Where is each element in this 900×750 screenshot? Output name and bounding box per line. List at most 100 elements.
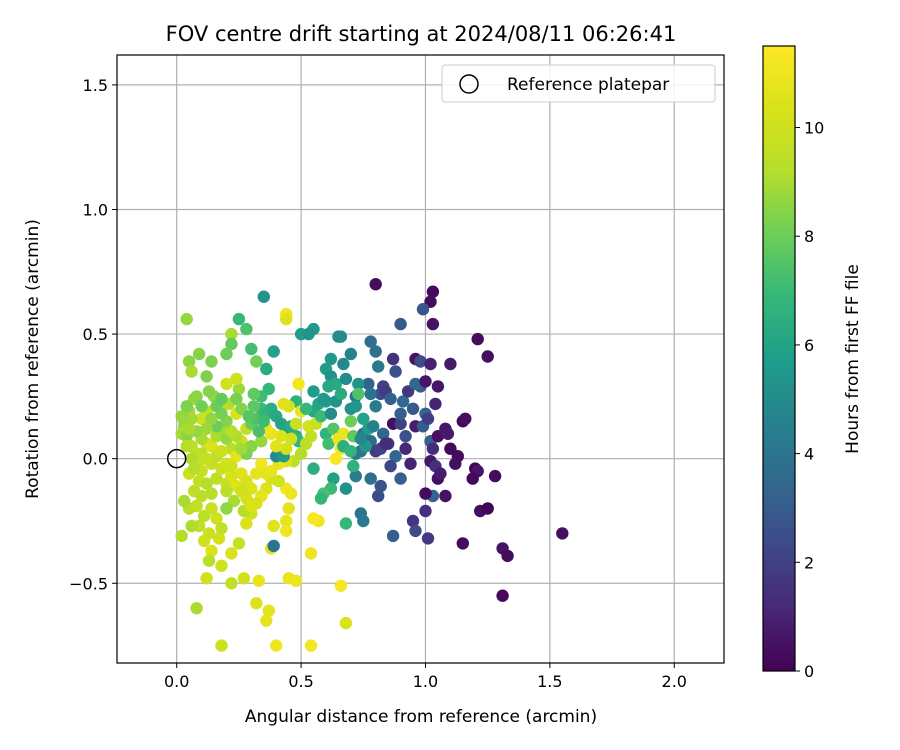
data-point: [307, 462, 320, 475]
data-point: [441, 427, 455, 440]
data-point: [210, 512, 223, 525]
data-point: [255, 435, 268, 448]
data-point: [419, 504, 432, 518]
data-point: [389, 365, 402, 378]
reference-marker-layer: [166, 448, 187, 469]
data-point: [205, 487, 218, 500]
data-point: [185, 519, 198, 533]
data-point: [240, 322, 253, 336]
data-point: [262, 382, 275, 396]
data-point: [294, 447, 308, 460]
data-point: [225, 469, 238, 483]
data-point: [471, 332, 484, 346]
colorbar-tick-label: 8: [804, 227, 814, 246]
data-point: [195, 400, 208, 413]
data-point: [424, 295, 437, 308]
data-point: [439, 489, 452, 503]
data-point: [374, 479, 387, 493]
data-point: [339, 482, 353, 495]
data-point: [389, 450, 402, 463]
data-point: [230, 372, 243, 386]
data-point: [242, 410, 255, 423]
data-point: [481, 502, 494, 515]
data-point: [210, 472, 223, 485]
data-point: [337, 357, 350, 371]
data-point: [280, 312, 293, 326]
data-point: [419, 375, 432, 388]
data-point: [225, 577, 238, 590]
data-points: [175, 278, 569, 652]
data-point: [205, 544, 218, 558]
data-point: [275, 430, 288, 443]
data-point: [364, 387, 377, 401]
data-point: [200, 572, 213, 585]
data-point: [456, 537, 469, 550]
data-point: [409, 377, 422, 391]
data-point: [369, 345, 382, 358]
data-point: [327, 422, 340, 435]
data-point: [394, 417, 407, 430]
data-point: [190, 390, 203, 403]
data-point: [262, 604, 275, 617]
data-point: [304, 547, 318, 560]
data-point: [178, 494, 191, 508]
y-axis-ticks: −0.5 0.0 0.5 1.0 1.5: [69, 76, 117, 593]
data-point: [240, 517, 253, 530]
colorbar-tick-label: 4: [804, 445, 814, 464]
data-point: [280, 514, 293, 528]
data-point: [377, 427, 390, 440]
x-tick-label: 2.0: [662, 672, 687, 691]
data-point: [195, 489, 208, 503]
data-point: [431, 380, 445, 393]
data-point: [344, 445, 357, 458]
data-point: [352, 377, 365, 391]
data-point: [245, 499, 258, 513]
data-point: [419, 487, 432, 500]
data-point: [245, 342, 258, 356]
data-point: [270, 639, 283, 652]
data-point: [421, 412, 435, 425]
x-tick-label: 0.0: [164, 672, 189, 691]
data-point: [344, 347, 357, 361]
data-point: [404, 457, 417, 470]
data-point: [260, 614, 273, 627]
data-point: [282, 502, 295, 515]
data-point: [257, 290, 270, 303]
data-point: [421, 532, 435, 545]
data-point: [225, 327, 238, 341]
data-point: [327, 472, 340, 485]
data-point: [339, 517, 353, 530]
data-point: [386, 352, 400, 366]
data-point: [180, 312, 193, 326]
data-point: [466, 472, 479, 485]
data-point: [230, 392, 243, 406]
x-axis-ticks: 0.0 0.5 1.0 1.5 2.0: [164, 663, 687, 691]
chart-title: FOV centre drift starting at 2024/08/11 …: [166, 22, 677, 46]
data-point: [399, 430, 412, 443]
data-point: [322, 437, 335, 450]
data-point: [289, 574, 303, 587]
data-point: [384, 392, 397, 406]
data-point: [284, 432, 298, 445]
data-point: [195, 412, 208, 425]
data-point: [260, 362, 273, 376]
data-point: [245, 482, 258, 495]
legend-box: [441, 64, 716, 103]
data-point: [459, 412, 472, 425]
data-point: [314, 492, 328, 505]
data-point: [247, 387, 260, 401]
data-point: [215, 522, 228, 535]
data-point: [182, 355, 196, 368]
data-point: [180, 440, 193, 453]
data-point: [334, 387, 348, 401]
data-point: [369, 400, 382, 413]
data-point: [205, 502, 218, 515]
data-point: [237, 572, 251, 585]
data-point: [250, 467, 263, 480]
data-point: [354, 432, 367, 445]
data-point: [314, 410, 328, 423]
data-point: [406, 402, 420, 415]
data-point: [481, 350, 494, 363]
data-point: [302, 327, 315, 341]
